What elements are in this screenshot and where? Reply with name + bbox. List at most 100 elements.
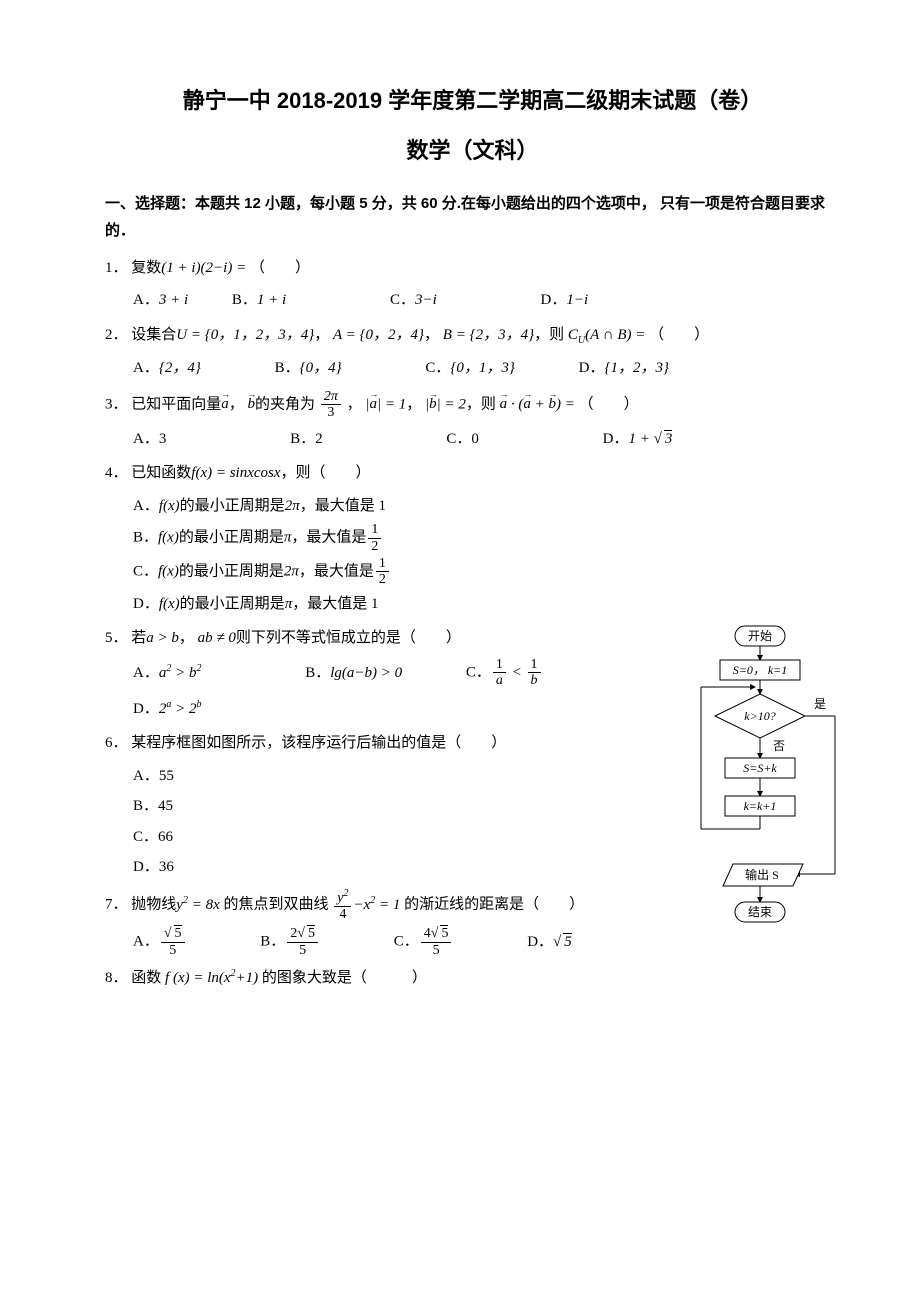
question-7: 7． 抛物线y2 = 8x 的焦点到双曲线 y24−x2 = 1 的渐近线的距离… xyxy=(105,888,840,958)
q2-c1: ， xyxy=(314,327,329,343)
question-8: 8． 函数 f (x) = ln(x2+1) 的图象大致是（ ） xyxy=(105,964,840,993)
fc-cond: k>10? xyxy=(744,709,775,723)
q7-Bd: 5 xyxy=(287,943,318,958)
fc-start: 开始 xyxy=(748,629,772,643)
q1-stem: 复数 xyxy=(131,260,161,276)
q4-B4: ，最大值是 xyxy=(291,530,366,546)
q2-oC: C． xyxy=(425,360,450,376)
q7-Cd: 5 xyxy=(421,943,452,958)
q4-C3: 2π xyxy=(284,563,299,579)
q5-C1d: a xyxy=(493,673,506,688)
q3-stem: 已知平面向量 xyxy=(131,396,221,412)
q4-D4: ，最大值是 1 xyxy=(292,596,378,612)
q7-B: B． xyxy=(260,934,285,950)
q3-frac-den: 3 xyxy=(321,405,341,420)
q6-num: 6． xyxy=(105,735,128,751)
q4-D1: f(x) xyxy=(159,596,180,612)
q6-stem: 某程序框图如图所示，该程序运行后输出的值是（ ） xyxy=(131,735,506,751)
q8-stem1: 函数 xyxy=(131,970,161,986)
q4-Cd: 2 xyxy=(376,572,389,587)
q5-C2d: b xyxy=(528,673,541,688)
q4-D: D． xyxy=(133,596,159,612)
q3-C: C．0 xyxy=(446,425,479,454)
fc-init: S=0， k=1 xyxy=(733,663,788,677)
q4-stem2: ，则（ ） xyxy=(281,465,371,481)
q5-cc: ， xyxy=(179,630,194,646)
q7-A: A． xyxy=(133,934,159,950)
q7-C: C． xyxy=(394,934,419,950)
q7-stem1: 抛物线 xyxy=(131,897,176,913)
q8-f: f (x) = ln(x2+1) xyxy=(165,970,258,986)
page-subtitle: 数学（文科） xyxy=(105,130,840,172)
q3-stem2: 的夹角为 xyxy=(255,396,315,412)
q7-Cn: 45 xyxy=(421,926,452,942)
question-2: 2． 设集合U = {0，1，2，3，4}， A = {0，2，4}， B = … xyxy=(105,321,840,383)
q5-c1: a > b xyxy=(146,630,179,646)
q1-C: C． xyxy=(390,292,415,308)
q4-A4: ，最大值是 1 xyxy=(300,498,386,514)
q8-num: 8． xyxy=(105,970,128,986)
q3-a: a xyxy=(221,396,229,412)
fc-step2: k=k+1 xyxy=(744,799,777,813)
q5-stem2: 则下列不等式恒成立的是（ ） xyxy=(236,630,461,646)
q1-A: A． xyxy=(133,292,159,308)
q5-B: B． xyxy=(305,665,330,681)
q1-B-expr: 1 + i xyxy=(257,292,286,308)
q5-stem1: 若 xyxy=(131,630,146,646)
q4-Bd: 2 xyxy=(368,539,381,554)
fc-out: 输出 S xyxy=(745,867,779,882)
q2-c3: ，则 xyxy=(534,327,564,343)
q1-D-expr: 1−i xyxy=(566,292,588,308)
fc-step1: S=S+k xyxy=(743,761,777,775)
q4-C2: 的最小正周期是 xyxy=(179,563,284,579)
q5-C1n: 1 xyxy=(493,657,506,673)
q3-paren: （ ） xyxy=(579,396,639,412)
q7-hn: y2 xyxy=(334,888,351,907)
q7-num: 7． xyxy=(105,897,128,913)
q2-AnB: (A ∩ B) = xyxy=(585,327,645,343)
q3-D-expr: 1 + 3 xyxy=(628,431,672,447)
q3-A: A．3 xyxy=(133,425,166,454)
q2-oD: D． xyxy=(579,360,605,376)
q3-c2: ， xyxy=(347,396,362,412)
q7-para: y2 = 8x xyxy=(176,897,219,913)
q4-C1: f(x) xyxy=(158,563,179,579)
q7-D: D． xyxy=(527,934,553,950)
q4-A2: 的最小正周期是 xyxy=(180,498,285,514)
q2-B: B = {2，3，4} xyxy=(443,327,534,343)
q7-hd: 4 xyxy=(334,907,351,922)
q4-Bn: 1 xyxy=(368,522,381,538)
q4-stem: 已知函数 xyxy=(131,465,191,481)
q3-num: 3． xyxy=(105,396,128,412)
q2-oB-v: {0，4} xyxy=(300,360,342,376)
q7-hm: −x2 = 1 xyxy=(353,897,400,913)
q2-stem: 设集合 xyxy=(131,327,176,343)
fc-no: 否 xyxy=(773,739,785,753)
q3-c3: ， xyxy=(406,396,421,412)
q1-num: 1． xyxy=(105,260,128,276)
q3-absa: |a| = 1 xyxy=(365,396,406,412)
section-heading: 一、选择题：本题共 12 小题，每小题 5 分，共 60 分.在每小题给出的四个… xyxy=(105,190,840,244)
q5-q6-container: 5． 若a > b， ab ≠ 0则下列不等式恒成立的是（ ） A．a2 > b… xyxy=(105,624,840,882)
q2-paren: （ ） xyxy=(649,327,709,343)
q4-D2: 的最小正周期是 xyxy=(180,596,285,612)
question-3: 3． 已知平面向量a， b的夹角为 2π3 ， |a| = 1， |b| = 2… xyxy=(105,389,840,454)
q7-Dv: 5 xyxy=(553,934,572,950)
q3-c4: ，则 xyxy=(466,396,496,412)
q1-B: B． xyxy=(232,292,257,308)
q5-D: D． xyxy=(133,701,159,717)
q4-A1: f(x) xyxy=(159,498,180,514)
q5-Clt: < xyxy=(508,664,526,680)
q1-D: D． xyxy=(541,292,567,308)
q7-stem2: 的焦点到双曲线 xyxy=(223,897,328,913)
q5-num: 5． xyxy=(105,630,128,646)
q3-D: D． xyxy=(603,431,629,447)
q4-B: B． xyxy=(133,530,158,546)
q2-C: C xyxy=(568,327,578,343)
q5-De: 2a > 2b xyxy=(159,701,202,717)
page-title: 静宁一中 2018-2019 学年度第二学期高二级期末试题（卷） xyxy=(105,80,840,122)
q7-Ad: 5 xyxy=(161,943,185,958)
q4-C4: ，最大值是 xyxy=(299,563,374,579)
q2-U: U = {0，1，2，3，4} xyxy=(176,327,314,343)
q4-Cn: 1 xyxy=(376,556,389,572)
